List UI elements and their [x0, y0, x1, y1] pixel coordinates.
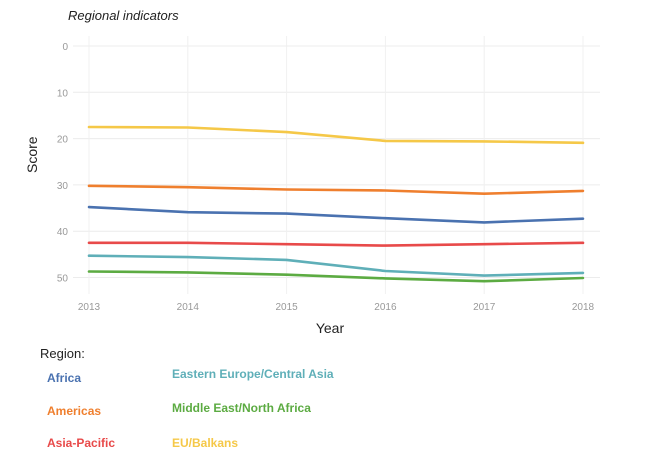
- chart-title: Regional indicators: [68, 8, 179, 23]
- line-chart: 0 10 20 30 40 50 2013 2014 2015 2016 2017 2018: [57, 36, 600, 313]
- y-tick-label: 10: [57, 88, 69, 99]
- x-tick-label: 2013: [78, 302, 101, 313]
- x-tick-label: 2016: [374, 302, 397, 313]
- y-tick-label: 50: [57, 274, 69, 285]
- legend-item-americas: Americas: [47, 404, 102, 418]
- legend-item-asia-pacific: Asia-Pacific: [47, 436, 116, 450]
- plot-area: [73, 36, 600, 296]
- series-line-asia-pacific: [87, 241, 585, 247]
- y-axis-label: Score: [24, 136, 40, 173]
- series-line-middle-east-north-africa: [87, 270, 585, 283]
- x-tick-label: 2018: [572, 302, 595, 313]
- y-tick-label: 30: [57, 181, 69, 192]
- y-tick-label: 20: [57, 135, 69, 146]
- series-line-americas: [87, 184, 585, 195]
- x-axis-ticks: 2013 2014 2015 2016 2017 2018: [78, 302, 595, 313]
- legend-item-eu-balkans: EU/Balkans: [172, 436, 239, 450]
- y-tick-label: 40: [57, 227, 69, 238]
- legend-item-africa: Africa: [47, 371, 82, 385]
- legend-item-middle-east-north-africa: Middle East/North Africa: [172, 401, 311, 415]
- x-tick-label: 2017: [473, 302, 496, 313]
- x-tick-label: 2014: [177, 302, 200, 313]
- x-axis-label: Year: [315, 320, 345, 336]
- x-tick-label: 2015: [275, 302, 298, 313]
- series-line-africa: [87, 205, 585, 224]
- series-lines: [87, 125, 585, 283]
- series-line-eu-balkans: [87, 125, 585, 145]
- legend-item-eastern-europe-central-asia: Eastern Europe/Central Asia: [172, 367, 334, 381]
- y-tick-label: 0: [62, 42, 68, 53]
- legend-title: Region:: [40, 346, 85, 361]
- series-line-eastern-europe-central-asia: [87, 254, 585, 277]
- y-axis-ticks: 0 10 20 30 40 50: [57, 42, 69, 285]
